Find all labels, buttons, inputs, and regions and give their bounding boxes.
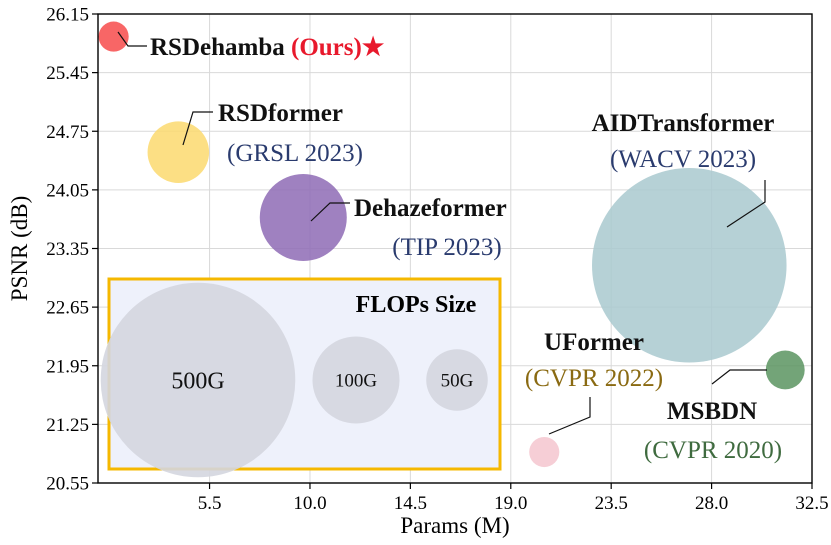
point-name: AIDTransformer xyxy=(592,110,775,137)
point-venue: (CVPR 2022) xyxy=(525,365,663,392)
x-tick-label: 19.0 xyxy=(494,493,527,514)
bubble-msbdn xyxy=(765,350,805,390)
leader-line xyxy=(310,202,350,222)
point-venue: (CVPR 2020) xyxy=(644,437,782,464)
y-tick-label: 22.65 xyxy=(46,298,89,319)
point-name: UFormer xyxy=(544,329,644,356)
y-tick-label: 24.05 xyxy=(46,180,89,201)
legend-bubble-label: 100G xyxy=(335,371,378,392)
bubbles xyxy=(98,21,805,468)
star-icon: ★ xyxy=(362,34,385,61)
y-tick-label: 20.55 xyxy=(46,474,89,495)
legend-bubble xyxy=(100,282,296,478)
point-name: Dehazeformer xyxy=(354,195,507,222)
x-tick-label: 23.5 xyxy=(595,493,628,514)
point-venue: (TIP 2023) xyxy=(392,234,501,261)
bubble-rsdformer xyxy=(147,121,210,183)
legend: FLOPs Size 500G 100G 50G xyxy=(100,277,502,478)
legend-bubble-label: 500G xyxy=(171,368,224,394)
x-tick-label: 32.5 xyxy=(795,493,828,514)
x-tick-label: 14.5 xyxy=(394,493,427,514)
annotations: RSDehamba (Ours)★ RSDformer (GRSL 2023) Deh… xyxy=(117,31,782,464)
y-tick-label: 23.35 xyxy=(46,239,89,260)
y-axis-label: PSNR (dB) xyxy=(7,196,32,301)
point-name: RSDehamba xyxy=(150,34,291,61)
point-suffix: (Ours) xyxy=(291,34,362,61)
point-name: MSBDN xyxy=(667,398,757,425)
legend-title: FLOPs Size xyxy=(356,292,477,318)
leader-line xyxy=(182,111,213,146)
point-venue: (GRSL 2023) xyxy=(227,140,363,167)
leader-line xyxy=(117,31,147,47)
leader-line xyxy=(548,397,591,435)
plot-frame xyxy=(97,13,813,484)
point-name: RSDformer xyxy=(218,100,343,127)
legend-bubble xyxy=(426,349,488,411)
leader-line xyxy=(726,180,766,228)
bubble-rsdehamba xyxy=(98,21,129,52)
y-tick-label: 21.95 xyxy=(46,356,89,377)
point-label-rsdehamba: RSDehamba (Ours)★ xyxy=(150,34,385,61)
x-axis-label: Params (M) xyxy=(400,513,509,538)
axes: 5.5 10.0 14.5 19.0 23.5 28.0 32.5 20.55 21.25 21.… xyxy=(7,5,829,539)
leader-line xyxy=(711,369,767,385)
y-tick-label: 21.25 xyxy=(46,415,89,436)
x-tick-label: 10.0 xyxy=(293,493,326,514)
y-tick-label: 26.15 xyxy=(46,5,89,26)
legend-bubble-label: 50G xyxy=(441,371,474,392)
y-tick-label: 24.75 xyxy=(46,122,89,143)
x-tick-label: 28.0 xyxy=(695,493,728,514)
bubble-uformer xyxy=(529,436,560,468)
bubble-aidtransformer xyxy=(592,167,787,363)
y-tick-label: 25.45 xyxy=(46,63,89,84)
point-venue: (WACV 2023) xyxy=(610,146,756,173)
x-tick-label: 5.5 xyxy=(198,493,222,514)
bubble-dehazeformer xyxy=(259,174,347,262)
legend-bubble xyxy=(312,336,400,424)
